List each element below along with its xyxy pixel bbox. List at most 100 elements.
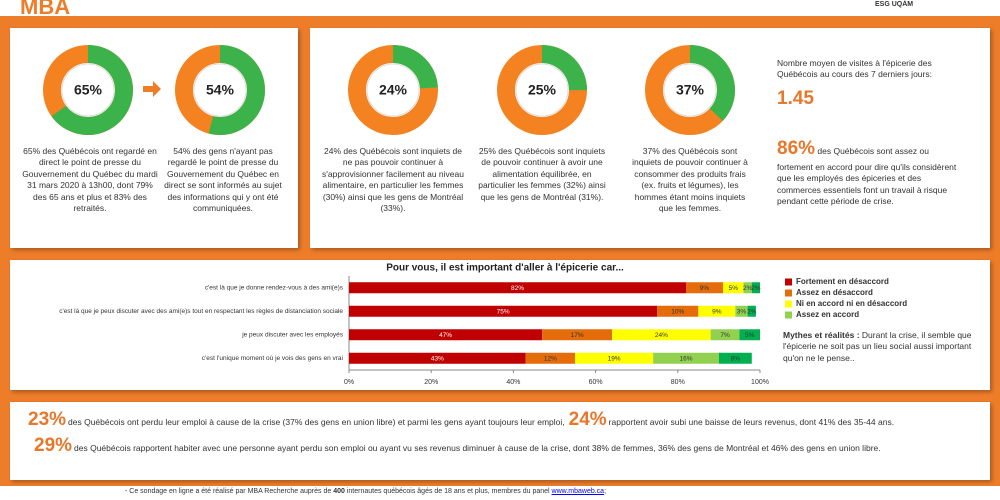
donut-label: 54% (206, 82, 235, 98)
donut-arc (645, 45, 735, 135)
value-label: 82% (511, 285, 524, 292)
value-label: 10% (671, 308, 684, 315)
value-label: 9% (700, 285, 710, 292)
bar-segment (723, 282, 744, 294)
x-tick-label: 60% (589, 379, 603, 386)
bar-segment (349, 282, 687, 294)
value-label: 7% (720, 332, 730, 339)
bar-segment (525, 352, 576, 364)
bar-segment (718, 352, 752, 364)
footer-bar (0, 486, 1000, 500)
bar-segment (747, 305, 756, 317)
legend-label: Fortement en désaccord (796, 277, 889, 286)
legend-label: Ni en accord ni en désaccord (796, 299, 907, 308)
partner-logo: ESG UQÀM (875, 1, 914, 8)
top-bar (0, 0, 1000, 16)
fn-after: internautes québécois âgés de 18 ans et … (346, 488, 550, 495)
stats-line: 29% des Québécois rapportent habiter avec… (34, 434, 983, 460)
bar-segment (743, 282, 752, 294)
bar-segment (739, 329, 760, 341)
value-label: 5% (745, 332, 755, 339)
stat-value: 29% (34, 435, 73, 456)
bar-segment (686, 282, 724, 294)
agree-value: 86% (777, 138, 816, 159)
donut-caption: 65% des Québécois ont regardé en direct … (22, 146, 158, 214)
donut-caption: 25% des Québécois sont inquiets de pouvo… (478, 146, 606, 202)
category-label: je peux discuter avec les employés (241, 331, 344, 338)
value-label: 75% (497, 308, 510, 315)
value-label: 8% (731, 355, 741, 362)
stat-text: des Québécois ont perdu leur emploi à ca… (68, 417, 565, 427)
value-label: 19% (608, 355, 621, 362)
x-tick-label: 0% (344, 379, 354, 386)
value-label: 16% (680, 355, 693, 362)
myths-title: Mythes et réalités : (783, 330, 860, 340)
footnote: - Ce sondage en ligne a été réalisé par … (125, 488, 607, 495)
stat-value: 24% (568, 409, 607, 430)
myths-text: Durant la crise, il semble que l'épiceri… (783, 330, 972, 363)
donut-arc (43, 45, 133, 135)
stats-line: 23% des Québécois ont perdu leur emploi à… (28, 408, 983, 434)
bar-segment (657, 305, 699, 317)
panel (10, 260, 990, 390)
chart-title: Pour vous, il est important d'aller à l'… (386, 263, 624, 274)
value-label: 47% (439, 332, 452, 339)
bar-segment (710, 329, 740, 341)
stat-text: des Québécois rapportent habiter avec un… (74, 443, 881, 453)
value-label: 5% (729, 285, 739, 292)
legend-swatch (785, 278, 792, 286)
stat-value: 23% (28, 409, 67, 430)
value-label: 2% (751, 285, 761, 292)
agree-text: des Québécois sont assez ou fortement en… (777, 146, 957, 207)
legend-swatch (785, 311, 792, 319)
legend-swatch (785, 289, 792, 297)
bar-segment (349, 352, 526, 364)
fn-before: Ce sondage en ligne a été réalisé par MB… (129, 488, 332, 495)
legend-swatch (785, 300, 792, 308)
value-label: 43% (431, 355, 444, 362)
bar-segment (735, 305, 748, 317)
donut-label: 24% (379, 82, 408, 98)
donut-caption: 54% des gens n'ayant pas regardé le poin… (164, 146, 282, 214)
bar-segment (349, 305, 658, 317)
donut-hole (515, 63, 569, 117)
legend-label: Assez en accord (796, 310, 859, 319)
donut-caption: 24% des Québécois sont inquiets de ne pa… (322, 146, 464, 214)
value-label: 2% (747, 308, 757, 315)
donut-hole (663, 63, 717, 117)
value-label: 17% (571, 332, 584, 339)
donut-arc (348, 45, 438, 135)
legend-label: Assez en désaccord (796, 288, 873, 297)
panel (10, 402, 990, 480)
donut-label: 65% (74, 82, 103, 98)
donut-caption: 37% des Québécois sont inquiets de pouvo… (632, 146, 748, 214)
value-label: 12% (544, 355, 557, 362)
agree-block: 86% des Québécois sont assez ou fortemen… (777, 136, 967, 208)
bar-segment (751, 282, 760, 294)
fn-end: ; (604, 488, 607, 495)
x-tick-label: 80% (671, 379, 685, 386)
donut-arc (175, 45, 265, 135)
donut-hole (61, 63, 115, 117)
category-label: c'est là que je donne rendez-vous à des … (205, 284, 344, 291)
x-tick-label: 100% (751, 379, 769, 386)
donut-hole (366, 63, 420, 117)
category-label: c'est l'unique moment où je vois des gen… (202, 355, 343, 362)
visits-value: 1.45 (777, 88, 814, 109)
value-label: 2% (743, 285, 753, 292)
fn-link[interactable]: www.mbaweb.ca (551, 488, 605, 495)
donut-label: 37% (676, 82, 705, 98)
donut-hole (193, 63, 247, 117)
visits-label: Nombre moyen de visites à l'épicerie des… (777, 58, 932, 80)
stats: 23% des Québécois ont perdu leur emploi à… (28, 408, 983, 460)
donut-arc (497, 45, 587, 135)
donut-label: 25% (528, 82, 557, 98)
fn-count: 400 (333, 488, 345, 495)
bar-segment (542, 329, 613, 341)
bar-segment (349, 329, 543, 341)
myths: Mythes et réalités : Durant la crise, il… (783, 330, 978, 364)
bar-segment (575, 352, 654, 364)
stat-text: rapportent avoir subi une baisse de leur… (608, 417, 895, 427)
